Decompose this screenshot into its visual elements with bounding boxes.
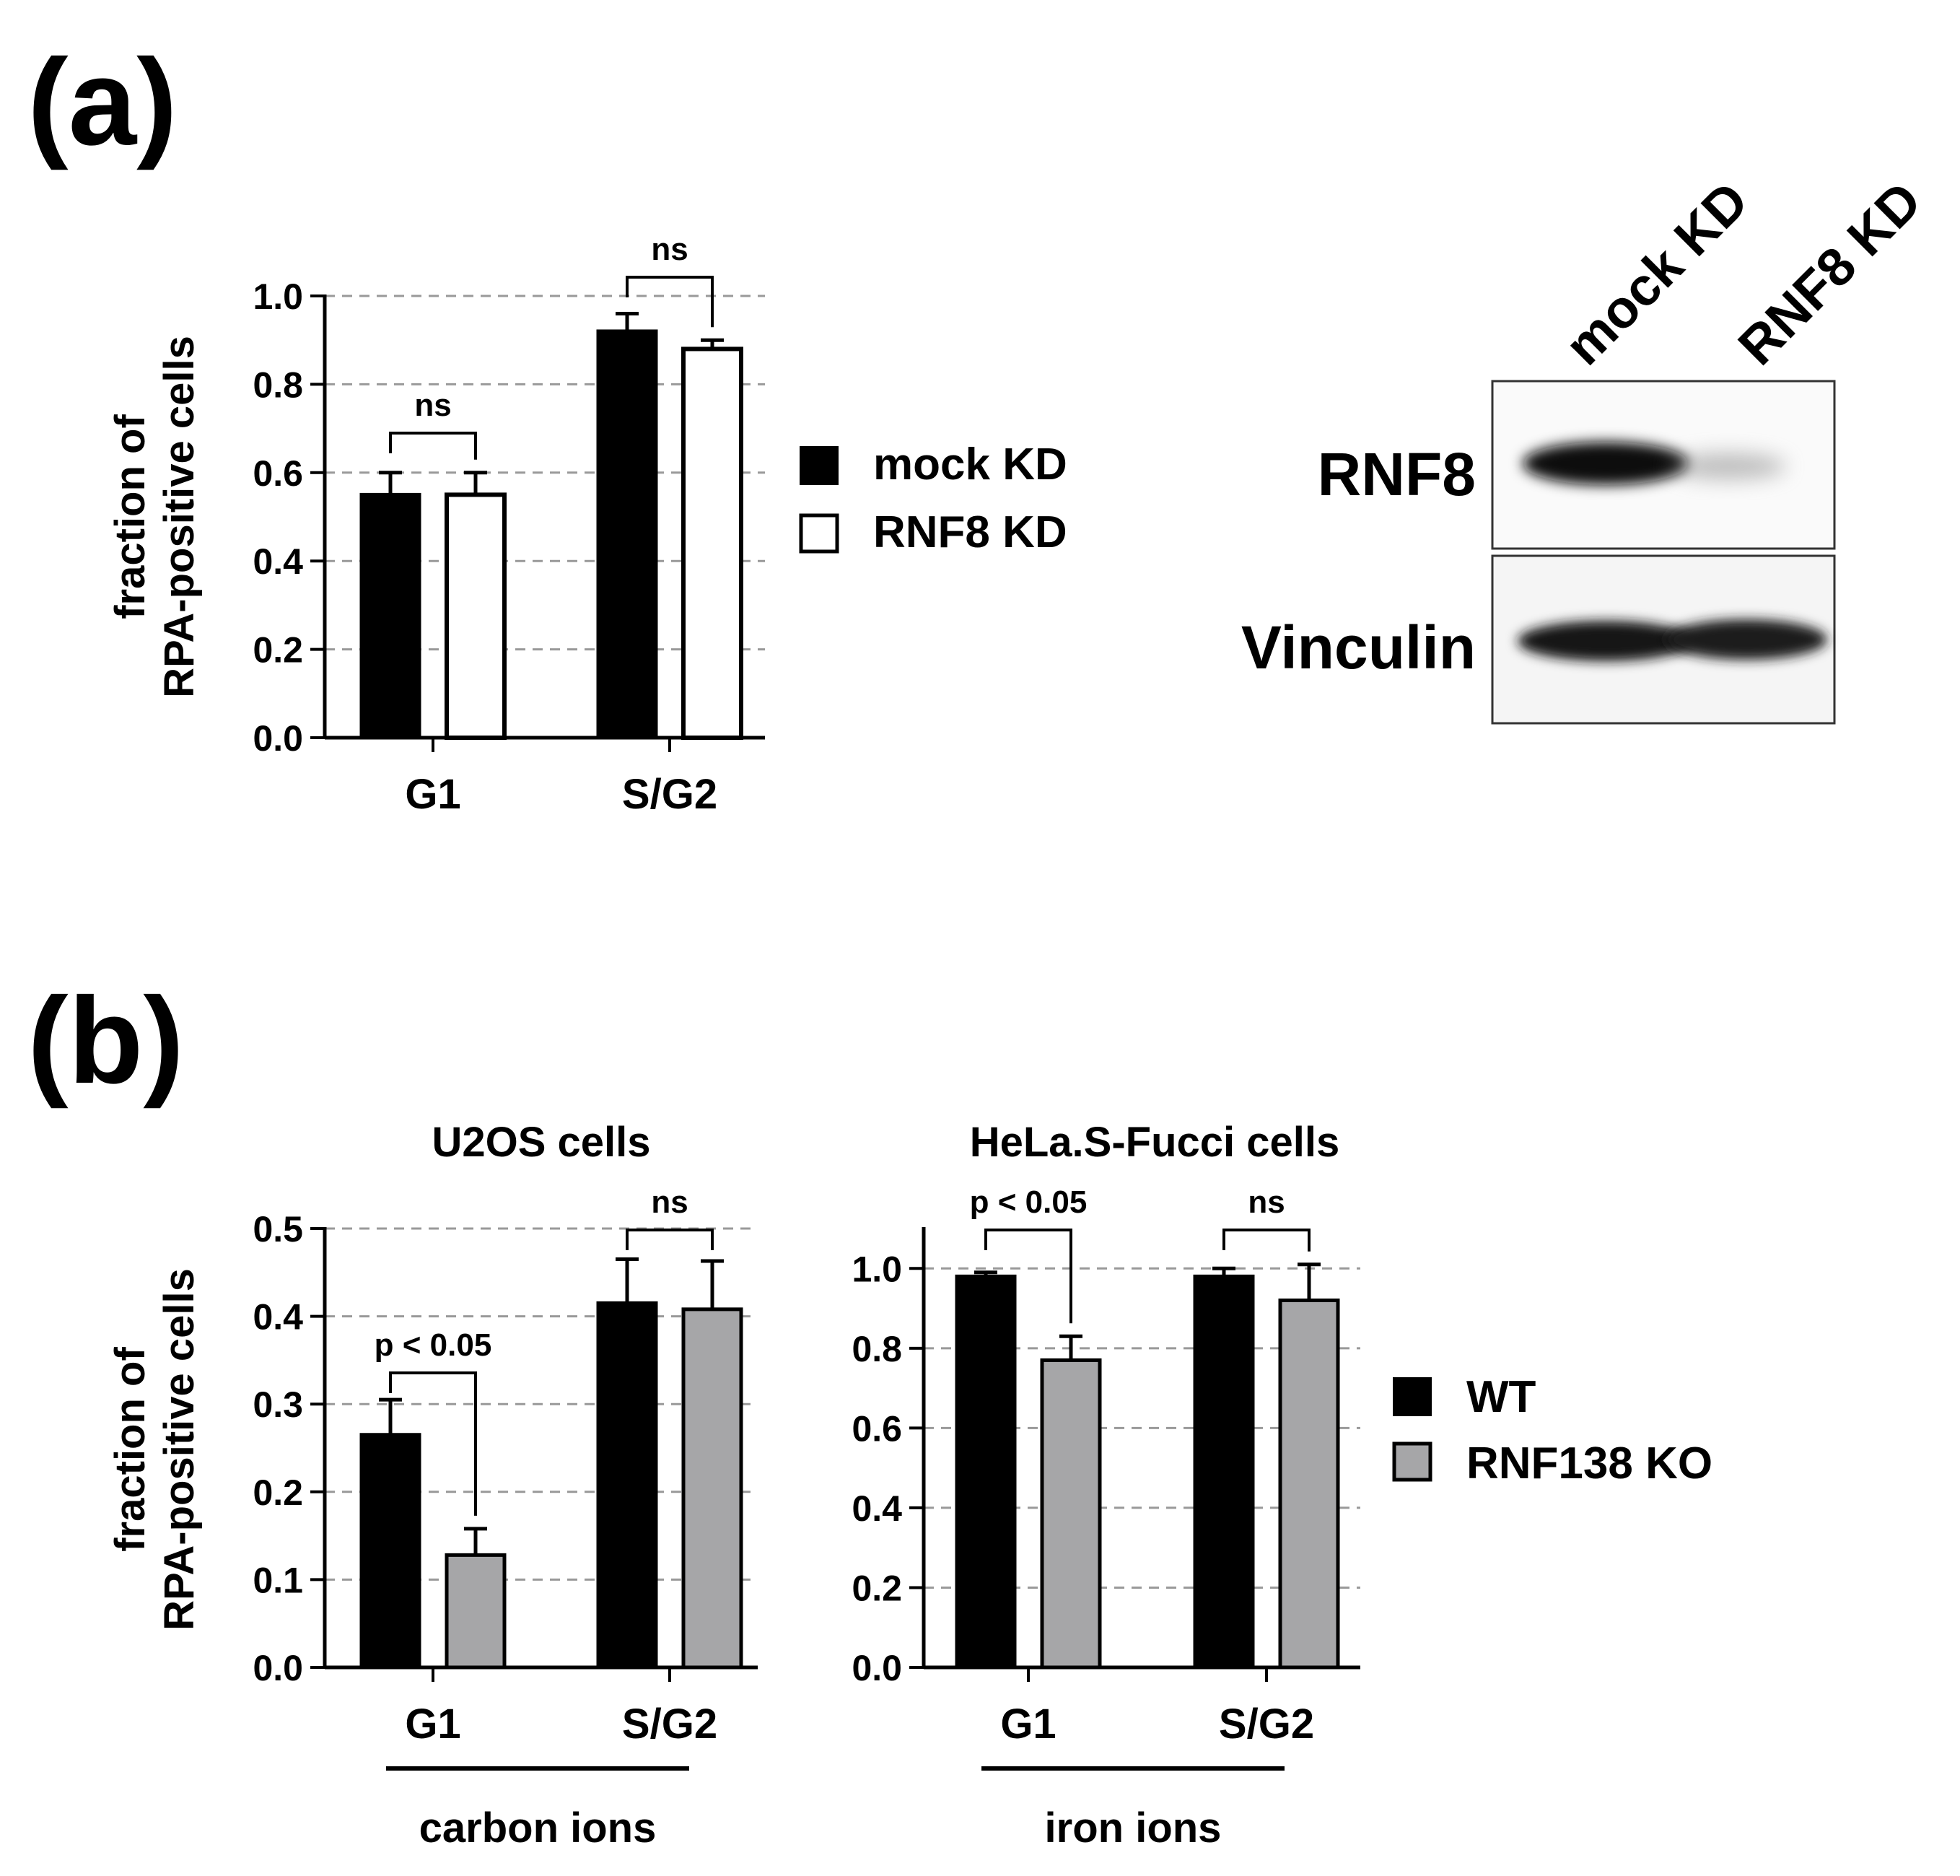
significance-bracket [984,1229,1072,1324]
y-axis-label: fraction of [107,1347,154,1552]
y-tick-label: 0.0 [852,1648,902,1688]
y-tick-label: 0.2 [253,1473,303,1513]
bar [359,1433,421,1670]
wb-band-rnf8-knockdown [1671,453,1786,479]
legend-a: mock KD RNF8 KD [799,440,1067,557]
panel-b-label: (b) [27,972,184,1109]
x-tick-label: S/G2 [622,771,717,818]
significance-bracket [1222,1229,1311,1252]
x-axis-label: iron ions [1045,1805,1222,1851]
x-axis-label: carbon ions [419,1805,657,1851]
bar [681,346,743,740]
legend-b: WT RNF138 KO [1392,1372,1712,1488]
legend-b-label-wt: WT [1466,1372,1536,1422]
wb-lane-label-rnf8: RNF8 KD [1727,170,1933,376]
y-tick-label: 1.0 [852,1249,902,1289]
legend-b-swatch-ko [1392,1441,1432,1482]
y-tick-label: 0.6 [852,1408,902,1449]
bar [1193,1274,1255,1670]
wb-band-label-vinculin: Vinculin [1241,614,1476,681]
bar [359,492,421,740]
y-tick-label: 0.8 [253,365,303,405]
significance-label: ns [651,1185,688,1220]
x-tick-label: S/G2 [622,1701,717,1748]
significance-label: p < 0.05 [375,1327,492,1363]
wb-band-vinculin-mock [1518,621,1694,661]
y-tick-label: 0.5 [253,1209,303,1249]
chart-title: U2OS cells [432,1119,650,1166]
y-tick-label: 0.2 [253,630,303,671]
significance-label: ns [651,232,688,267]
legend-b-swatch-wt [1393,1377,1432,1416]
significance-label: ns [414,388,451,423]
y-tick-label: 0.4 [253,1297,303,1338]
bar [1278,1298,1340,1670]
y-tick-label: 0.2 [852,1568,902,1608]
legend-a-label-mock: mock KD [873,440,1067,489]
wb-band-vinculin-knockdown [1666,619,1827,660]
y-tick-label: 0.3 [253,1384,303,1425]
panel-a-label: (a) [27,34,178,171]
wb-lane-label-mock: mock KD [1554,170,1760,377]
legend-a-label-rnf8: RNF8 KD [873,507,1067,557]
y-tick-label: 0.4 [852,1488,902,1529]
bar [681,1307,743,1670]
y-tick-label: 0.0 [253,1648,303,1688]
significance-bracket [389,432,477,460]
y-axis-label: RPA-positive cells [156,336,203,698]
wb-band-label-rnf8: RNF8 [1318,440,1476,508]
significance-label: p < 0.05 [970,1185,1088,1220]
y-tick-label: 0.6 [253,453,303,494]
y-tick-label: 0.8 [852,1329,902,1369]
bar [1040,1358,1102,1670]
y-tick-label: 0.0 [253,718,303,759]
chart-a: 0.0 0.2 0.4 0.6 0.8 1.0 G1 ns S/G2 ns fraction of R… [107,232,765,818]
legend-a-swatch-mock [800,446,839,485]
x-tick-label: G1 [1000,1701,1056,1748]
bar [955,1274,1017,1670]
legend-a-swatch-rnf8 [799,513,839,554]
x-tick-label: S/G2 [1219,1701,1314,1748]
bar [596,1301,658,1670]
western-blot: mock KD RNF8 KD RNF8 Vinculin [1241,170,1933,725]
x-tick-label: G1 [405,1701,460,1748]
y-axis-label: RPA-positive cells [156,1268,203,1631]
significance-bracket [626,276,714,328]
bar [596,329,658,740]
x-tick-label: G1 [405,771,460,818]
y-tick-label: 0.4 [253,541,303,582]
significance-label: ns [1248,1185,1285,1220]
y-tick-label: 0.1 [253,1560,303,1600]
chart-b-hela: 0.0 0.2 0.4 0.6 0.8 1.0 G1 p < 0.05 S/G2 ns HeLa.S… [852,1119,1360,1851]
legend-b-label-ko: RNF138 KO [1466,1439,1712,1488]
chart-title: HeLa.S-Fucci cells [970,1119,1340,1166]
significance-bracket [389,1371,477,1516]
significance-bracket [626,1229,714,1250]
y-axis-label: fraction of [107,414,154,619]
y-tick-label: 1.0 [253,276,303,317]
bar [445,1553,507,1670]
bar [445,492,507,741]
wb-band-rnf8-mock [1523,442,1689,485]
